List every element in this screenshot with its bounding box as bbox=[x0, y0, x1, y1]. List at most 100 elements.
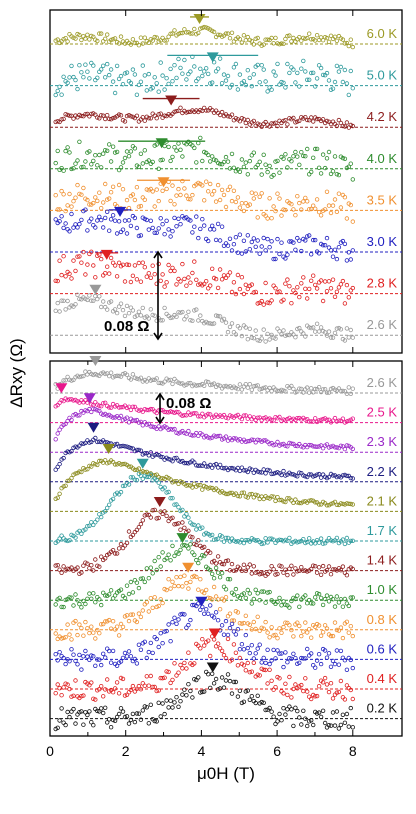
data-point bbox=[245, 67, 250, 73]
data-point bbox=[150, 377, 155, 382]
data-point bbox=[336, 418, 342, 423]
data-point bbox=[83, 272, 88, 277]
data-point bbox=[140, 41, 145, 46]
data-point bbox=[184, 283, 189, 288]
data-point bbox=[87, 37, 92, 42]
data-point bbox=[281, 207, 286, 212]
data-point bbox=[114, 310, 120, 316]
data-point bbox=[245, 495, 250, 500]
data-point bbox=[83, 601, 88, 607]
data-point bbox=[291, 634, 296, 639]
data-point bbox=[55, 563, 60, 568]
data-point bbox=[217, 56, 223, 61]
data-point bbox=[326, 390, 332, 395]
data-point bbox=[271, 204, 276, 209]
data-point bbox=[297, 162, 302, 167]
data-point bbox=[291, 723, 296, 729]
data-point bbox=[124, 303, 130, 309]
data-point bbox=[85, 197, 90, 203]
data-point bbox=[324, 626, 330, 631]
data-point bbox=[318, 572, 324, 577]
data-point bbox=[350, 285, 355, 291]
data-point bbox=[309, 37, 314, 42]
data-point bbox=[85, 467, 90, 472]
data-point bbox=[213, 537, 219, 542]
data-point bbox=[69, 276, 74, 281]
data-point bbox=[322, 387, 328, 392]
data-point bbox=[91, 723, 96, 728]
data-point bbox=[229, 657, 235, 662]
data-point bbox=[213, 34, 219, 40]
data-point bbox=[144, 407, 149, 413]
data-point bbox=[89, 249, 94, 254]
data-point bbox=[182, 542, 187, 548]
data-point bbox=[97, 597, 102, 602]
data-point bbox=[207, 159, 213, 164]
data-point bbox=[79, 441, 84, 446]
data-point bbox=[328, 33, 334, 38]
data-point bbox=[229, 82, 235, 88]
data-point bbox=[122, 119, 128, 124]
data-point bbox=[180, 154, 185, 159]
data-point bbox=[203, 66, 209, 71]
data-point bbox=[100, 273, 106, 278]
data-point bbox=[162, 379, 167, 384]
data-point bbox=[350, 123, 355, 129]
data-point bbox=[344, 619, 350, 624]
data-point bbox=[318, 714, 324, 720]
series-top-35K: 3.5 K bbox=[50, 177, 402, 224]
data-point bbox=[213, 461, 219, 467]
data-point bbox=[128, 579, 134, 585]
data-point bbox=[271, 41, 276, 46]
data-point bbox=[332, 661, 338, 667]
data-point bbox=[223, 678, 229, 683]
data-point bbox=[75, 662, 80, 667]
data-point bbox=[265, 169, 270, 175]
data-point bbox=[328, 723, 334, 728]
data-point bbox=[83, 36, 88, 41]
data-point bbox=[239, 251, 245, 256]
data-point bbox=[211, 584, 217, 590]
data-point bbox=[233, 332, 239, 337]
data-point bbox=[75, 86, 80, 92]
data-point bbox=[205, 152, 211, 158]
data-point bbox=[336, 69, 342, 74]
data-point bbox=[136, 585, 142, 591]
data-point bbox=[316, 209, 322, 215]
data-point bbox=[162, 231, 167, 237]
data-point bbox=[297, 623, 302, 629]
data-point bbox=[332, 445, 338, 450]
data-point bbox=[102, 371, 108, 377]
data-point bbox=[265, 495, 270, 500]
data-point bbox=[271, 567, 276, 572]
data-point bbox=[79, 605, 84, 610]
data-point bbox=[192, 481, 197, 486]
data-point bbox=[348, 68, 353, 74]
data-point bbox=[261, 541, 266, 546]
data-point bbox=[269, 388, 274, 394]
data-point bbox=[166, 378, 171, 383]
data-point bbox=[320, 72, 326, 78]
data-point bbox=[299, 38, 304, 43]
data-point bbox=[265, 647, 270, 652]
data-point bbox=[93, 77, 98, 83]
data-point bbox=[194, 307, 199, 312]
data-point bbox=[314, 197, 320, 202]
data-point bbox=[207, 436, 213, 441]
data-point bbox=[174, 430, 179, 435]
data-point bbox=[338, 388, 344, 394]
data-point bbox=[156, 89, 161, 94]
data-point bbox=[217, 197, 223, 203]
data-point bbox=[301, 473, 306, 478]
data-point bbox=[277, 595, 282, 601]
data-point bbox=[348, 657, 353, 663]
data-point bbox=[136, 233, 142, 239]
data-point bbox=[215, 313, 221, 319]
data-point bbox=[330, 710, 336, 715]
data-point bbox=[205, 379, 211, 385]
data-point bbox=[215, 570, 221, 575]
data-point bbox=[134, 225, 140, 231]
series-label: 2.1 K bbox=[367, 493, 398, 508]
data-point bbox=[283, 602, 288, 607]
series-label: 2.2 K bbox=[367, 464, 398, 479]
